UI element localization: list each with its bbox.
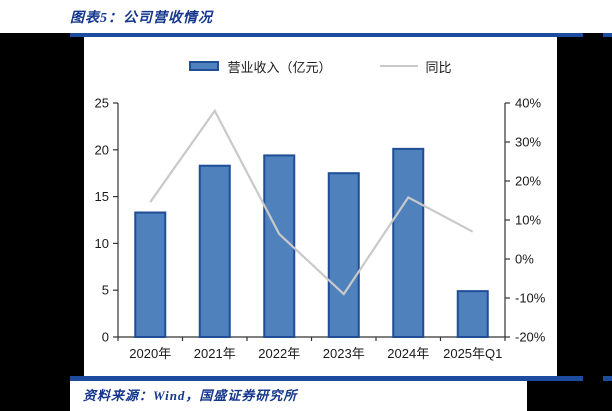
x-category-label: 2020年 bbox=[129, 346, 171, 361]
bottom-rule bbox=[70, 376, 583, 381]
right-tick-label: 20% bbox=[515, 174, 541, 189]
right-tick-label: 0% bbox=[515, 252, 534, 267]
left-tick-label: 20 bbox=[95, 142, 109, 157]
page-title: 图表5：公司营收情况 bbox=[70, 11, 213, 26]
top-rule bbox=[70, 33, 583, 37]
footer-band: 资料来源：Wind，国盛证券研究所 bbox=[0, 381, 612, 411]
left-tick-label: 15 bbox=[95, 189, 109, 204]
revenue-bar bbox=[327, 172, 360, 338]
revenue-bar bbox=[456, 290, 489, 338]
x-category-label: 2024年 bbox=[387, 346, 429, 361]
bar-legend-label: 营业收入（亿元） bbox=[227, 59, 332, 75]
bar-legend-swatch bbox=[189, 61, 220, 71]
left-tick-label: 0 bbox=[102, 330, 109, 345]
right-tick-label: -20% bbox=[515, 330, 546, 345]
yoy-line bbox=[149, 108, 474, 296]
right-tick-label: 30% bbox=[515, 135, 541, 150]
right-tick-label: 10% bbox=[515, 213, 541, 228]
revenue-bar bbox=[392, 147, 425, 338]
chart-panel: 营业收入（亿元） 同比 0 5 10 15 20 25 -20% -10% 0% 10% 20% 30… bbox=[84, 37, 557, 376]
left-tick-label: 10 bbox=[95, 236, 109, 251]
revenue-bar bbox=[263, 154, 296, 338]
title-band: 图表5：公司营收情况 bbox=[0, 0, 612, 33]
x-category-label: 2023年 bbox=[323, 346, 365, 361]
footer-strip: 资料来源：Wind，国盛证券研究所 bbox=[70, 381, 527, 411]
line-legend-label: 同比 bbox=[425, 59, 452, 75]
x-category-label: 2025年Q1 bbox=[443, 346, 502, 361]
legend: 营业收入（亿元） 同比 bbox=[84, 56, 557, 76]
revenue-bar bbox=[198, 164, 231, 338]
right-tick-label: 40% bbox=[515, 96, 541, 111]
x-category-label: 2022年 bbox=[258, 346, 300, 361]
x-category-label: 2021年 bbox=[194, 346, 236, 361]
revenue-bar bbox=[134, 211, 167, 338]
left-tick-label: 25 bbox=[95, 96, 109, 111]
bottom-rule-notch bbox=[603, 376, 612, 381]
top-rule-notch bbox=[603, 33, 612, 37]
line-legend-swatch bbox=[379, 65, 418, 67]
chart-band: 营业收入（亿元） 同比 0 5 10 15 20 25 -20% -10% 0% 10% 20% 30… bbox=[0, 37, 612, 376]
chart-svg: 0 5 10 15 20 25 -20% -10% 0% 10% 20% 30% 40% 2020年 202… bbox=[95, 96, 546, 362]
source-text: 资料来源：Wind，国盛证券研究所 bbox=[83, 388, 298, 403]
left-tick-label: 5 bbox=[102, 283, 109, 298]
right-tick-label: -10% bbox=[515, 291, 546, 306]
